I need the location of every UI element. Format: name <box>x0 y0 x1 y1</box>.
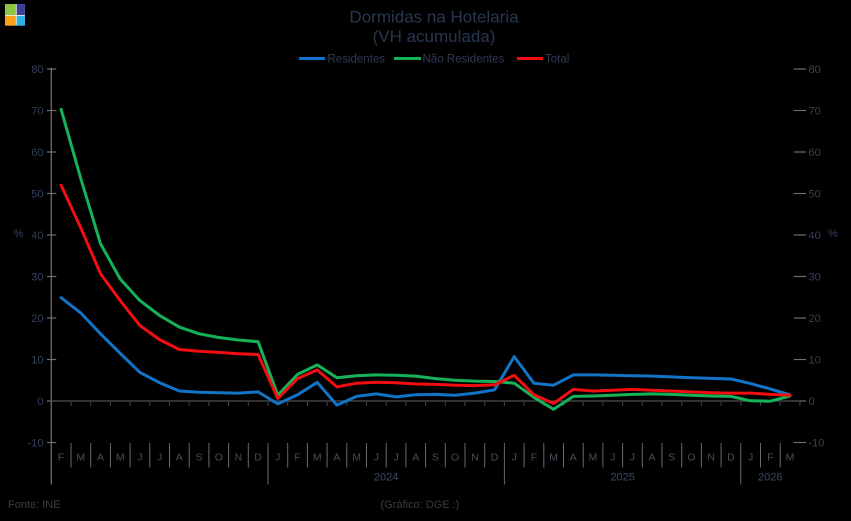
svg-text:D: D <box>727 452 735 464</box>
svg-text:20: 20 <box>809 313 821 325</box>
svg-text:N: N <box>235 452 243 464</box>
svg-text:A: A <box>412 452 419 464</box>
svg-text:S: S <box>432 452 439 464</box>
svg-text:S: S <box>196 452 203 464</box>
svg-text:F: F <box>294 452 300 464</box>
svg-text:J: J <box>374 452 379 464</box>
svg-text:J: J <box>512 452 517 464</box>
svg-text:(Gráfico: DGE :): (Gráfico: DGE :) <box>381 499 460 511</box>
svg-text:M: M <box>76 452 85 464</box>
svg-text:-10: -10 <box>809 437 825 449</box>
svg-text:50: 50 <box>809 188 821 200</box>
svg-text:0: 0 <box>37 396 43 408</box>
svg-text:M: M <box>786 452 795 464</box>
svg-text:40: 40 <box>31 230 43 242</box>
svg-text:70: 70 <box>809 105 821 117</box>
svg-text:Residentes: Residentes <box>328 54 386 66</box>
svg-text:%: % <box>828 228 838 240</box>
svg-text:J: J <box>137 452 142 464</box>
svg-text:O: O <box>687 452 695 464</box>
svg-text:Fonte: INE: Fonte: INE <box>8 499 61 511</box>
svg-text:Dormidas na Hotelaria: Dormidas na Hotelaria <box>349 8 519 27</box>
svg-text:40: 40 <box>809 230 821 242</box>
svg-text:J: J <box>748 452 753 464</box>
svg-text:M: M <box>313 452 322 464</box>
svg-text:M: M <box>549 452 558 464</box>
svg-text:-10: -10 <box>28 437 44 449</box>
svg-text:10: 10 <box>809 354 821 366</box>
svg-text:S: S <box>668 452 675 464</box>
svg-text:O: O <box>215 452 223 464</box>
svg-text:A: A <box>570 452 577 464</box>
svg-text:60: 60 <box>809 147 821 159</box>
svg-text:O: O <box>451 452 459 464</box>
svg-text:D: D <box>491 452 499 464</box>
svg-text:A: A <box>176 452 183 464</box>
svg-text:J: J <box>157 452 162 464</box>
svg-text:F: F <box>58 452 64 464</box>
svg-text:70: 70 <box>31 105 43 117</box>
svg-text:80: 80 <box>809 64 821 76</box>
svg-text:A: A <box>333 452 340 464</box>
svg-text:M: M <box>352 452 361 464</box>
svg-text:N: N <box>707 452 715 464</box>
svg-text:0: 0 <box>809 396 815 408</box>
svg-text:2024: 2024 <box>374 472 398 484</box>
svg-text:A: A <box>649 452 656 464</box>
svg-text:J: J <box>393 452 398 464</box>
svg-text:60: 60 <box>31 147 43 159</box>
svg-text:N: N <box>471 452 479 464</box>
svg-text:Não Residentes: Não Residentes <box>423 54 505 66</box>
svg-text:A: A <box>97 452 104 464</box>
svg-text:M: M <box>589 452 598 464</box>
svg-text:10: 10 <box>31 354 43 366</box>
svg-text:M: M <box>116 452 125 464</box>
svg-text:30: 30 <box>809 271 821 283</box>
svg-text:D: D <box>254 452 262 464</box>
svg-text:2025: 2025 <box>610 472 634 484</box>
svg-text:%: % <box>14 228 24 240</box>
svg-text:F: F <box>767 452 773 464</box>
svg-text:80: 80 <box>31 64 43 76</box>
svg-text:J: J <box>610 452 615 464</box>
svg-text:20: 20 <box>31 313 43 325</box>
svg-text:J: J <box>275 452 280 464</box>
svg-text:50: 50 <box>31 188 43 200</box>
svg-text:2026: 2026 <box>758 472 782 484</box>
svg-text:Total: Total <box>545 54 569 66</box>
svg-text:F: F <box>531 452 537 464</box>
svg-text:(VH acumulada): (VH acumulada) <box>373 27 496 46</box>
svg-text:J: J <box>630 452 635 464</box>
svg-text:30: 30 <box>31 271 43 283</box>
